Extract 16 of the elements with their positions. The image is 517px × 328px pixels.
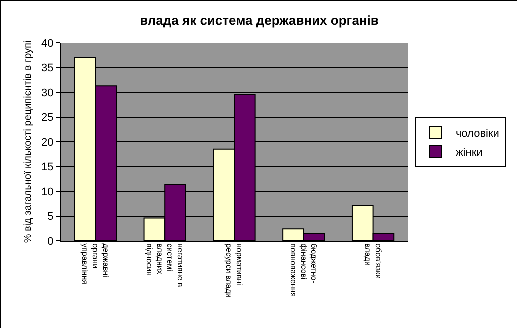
y-tick-label: 35 — [42, 62, 54, 75]
legend-label: жінки — [456, 146, 483, 159]
y-tick-label: 20 — [42, 136, 54, 149]
x-tick-label: обов’язки влади — [364, 244, 383, 280]
y-tick-label: 5 — [48, 211, 54, 224]
y-tick-label: 0 — [48, 236, 54, 248]
y-tick-label: 10 — [42, 186, 54, 198]
y-tick-label: 15 — [42, 162, 54, 174]
chart-title: влада як система державних органів — [140, 12, 379, 28]
y-tick-label: 25 — [42, 112, 54, 124]
y-axis-title: % від загальної кількості реципієнтів в групі — [23, 40, 34, 244]
legend-label: чоловіки — [456, 128, 500, 140]
x-tick-label: державні органи управління — [80, 244, 110, 285]
y-tick-label: 30 — [42, 87, 54, 100]
y-tick-label: 40 — [42, 38, 54, 50]
x-tick-label: негативне в системі владних відносин — [144, 244, 186, 288]
